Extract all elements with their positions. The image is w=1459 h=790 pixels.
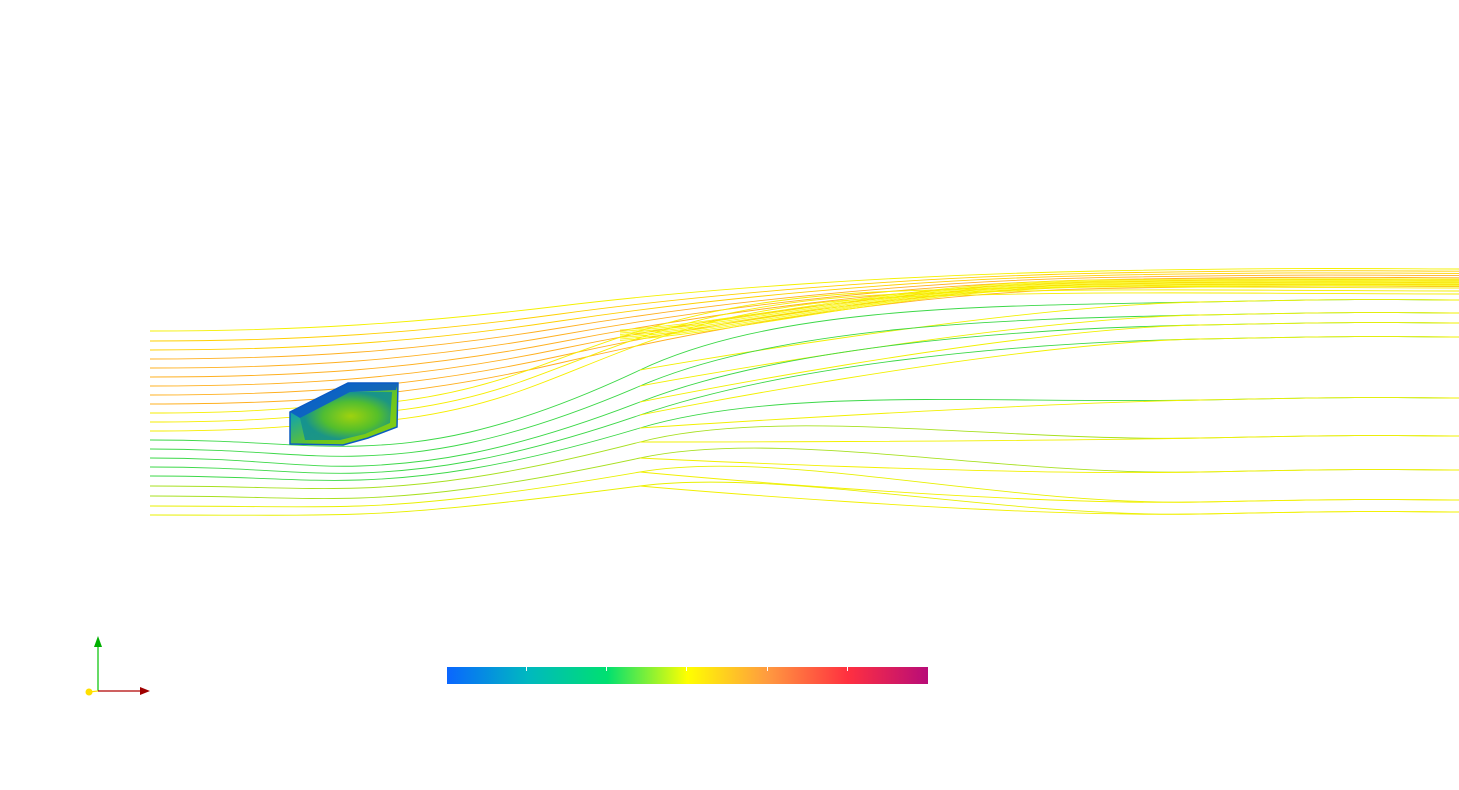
streamline: [639, 336, 1459, 416]
colorbar-tick: [767, 667, 768, 671]
streamline: [639, 457, 1459, 474]
streamline: [619, 280, 1459, 334]
streamline: [619, 282, 1459, 337]
streamline: [619, 278, 1459, 331]
streamline: [619, 279, 1459, 332]
colorbar-tick: [686, 667, 687, 671]
y-axis-arrow-icon: [94, 636, 102, 647]
streamline: [149, 272, 1459, 351]
colorbar-tick: [606, 667, 607, 671]
streamline: [149, 274, 1459, 360]
orientation-axes-triad: [85, 636, 150, 696]
streamline: [619, 283, 1459, 338]
streamline: [149, 268, 1459, 332]
streamline: [639, 299, 1459, 371]
streamline: [639, 312, 1459, 387]
streamline: [619, 284, 1459, 340]
colorbar-tick: [847, 667, 848, 671]
streamline: [619, 281, 1459, 335]
streamline: [639, 471, 1459, 503]
streamline: [149, 279, 1459, 378]
bluff-body: [289, 382, 399, 446]
colorbar-gradient: [447, 667, 928, 684]
x-axis-arrow-icon: [140, 687, 150, 695]
streamline: [639, 322, 1459, 403]
streamline: [639, 397, 1459, 429]
streamline: [639, 485, 1459, 515]
colorbar-tick: [526, 667, 527, 671]
streamline: [149, 270, 1459, 342]
streamline: [619, 285, 1459, 341]
colorbar-legend: [447, 667, 928, 684]
streamline: [639, 435, 1459, 443]
streamline: [149, 276, 1459, 369]
